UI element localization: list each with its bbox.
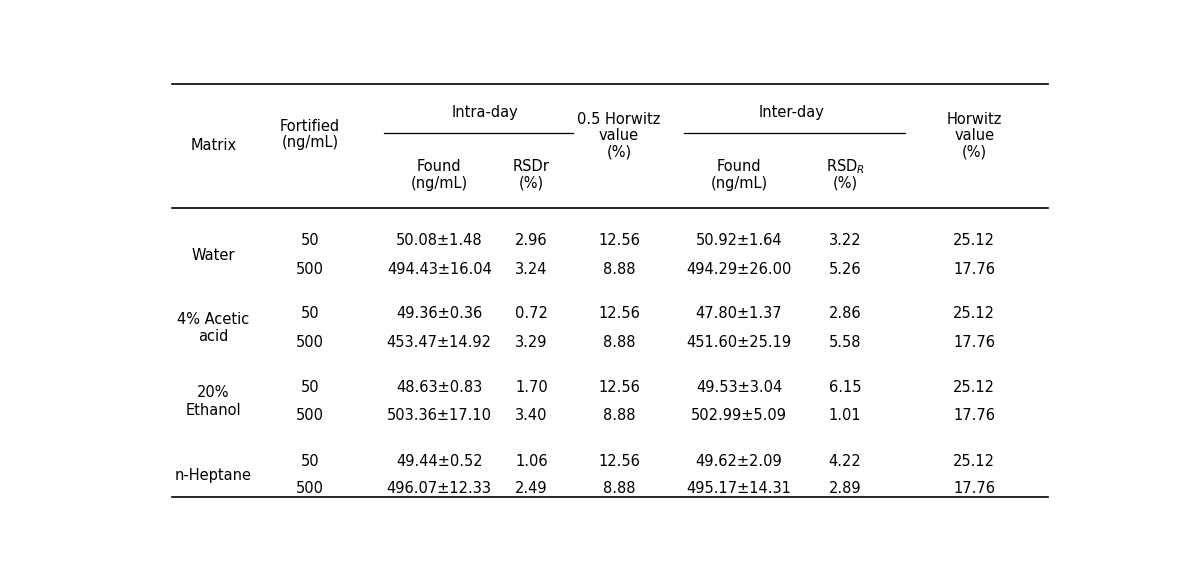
Text: (%): (%) bbox=[833, 175, 858, 191]
Text: 3.40: 3.40 bbox=[515, 409, 547, 423]
Text: 2.86: 2.86 bbox=[828, 306, 862, 321]
Text: 3.24: 3.24 bbox=[515, 262, 547, 277]
Text: 50: 50 bbox=[301, 380, 319, 395]
Text: value: value bbox=[599, 128, 639, 143]
Text: 17.76: 17.76 bbox=[953, 335, 995, 350]
Text: 8.88: 8.88 bbox=[603, 409, 635, 423]
Text: 2.89: 2.89 bbox=[828, 481, 862, 496]
Text: (%): (%) bbox=[519, 175, 544, 191]
Text: 20%
Ethanol: 20% Ethanol bbox=[186, 386, 242, 418]
Text: 3.29: 3.29 bbox=[515, 335, 547, 350]
Text: 0.72: 0.72 bbox=[515, 306, 547, 321]
Text: 25.12: 25.12 bbox=[953, 380, 995, 395]
Text: Matrix: Matrix bbox=[190, 139, 237, 154]
Text: 1.70: 1.70 bbox=[515, 380, 547, 395]
Text: 1.06: 1.06 bbox=[515, 454, 547, 469]
Text: 5.26: 5.26 bbox=[828, 262, 862, 277]
Text: Horwitz: Horwitz bbox=[946, 112, 1002, 127]
Text: 6.15: 6.15 bbox=[828, 380, 862, 395]
Text: 25.12: 25.12 bbox=[953, 454, 995, 469]
Text: 2.96: 2.96 bbox=[515, 233, 547, 248]
Text: 50: 50 bbox=[301, 306, 319, 321]
Text: RSD$_R$: RSD$_R$ bbox=[826, 158, 865, 176]
Text: Water: Water bbox=[192, 248, 236, 262]
Text: Found: Found bbox=[716, 159, 762, 174]
Text: 5.58: 5.58 bbox=[828, 335, 862, 350]
Text: value: value bbox=[954, 128, 994, 143]
Text: 17.76: 17.76 bbox=[953, 481, 995, 496]
Text: (%): (%) bbox=[607, 144, 632, 160]
Text: 50.92±1.64: 50.92±1.64 bbox=[696, 233, 782, 248]
Text: 49.53±3.04: 49.53±3.04 bbox=[696, 380, 782, 395]
Text: (ng/mL): (ng/mL) bbox=[282, 135, 339, 150]
Text: 453.47±14.92: 453.47±14.92 bbox=[387, 335, 491, 350]
Text: 50: 50 bbox=[301, 454, 319, 469]
Text: 4.22: 4.22 bbox=[828, 454, 862, 469]
Text: 1.01: 1.01 bbox=[828, 409, 862, 423]
Text: Intra-day: Intra-day bbox=[452, 105, 519, 120]
Text: 47.80±1.37: 47.80±1.37 bbox=[696, 306, 782, 321]
Text: (ng/mL): (ng/mL) bbox=[710, 175, 768, 191]
Text: 500: 500 bbox=[296, 335, 324, 350]
Text: 12.56: 12.56 bbox=[599, 306, 640, 321]
Text: 25.12: 25.12 bbox=[953, 233, 995, 248]
Text: 49.44±0.52: 49.44±0.52 bbox=[396, 454, 483, 469]
Text: 494.43±16.04: 494.43±16.04 bbox=[387, 262, 491, 277]
Text: Found: Found bbox=[416, 159, 462, 174]
Text: 500: 500 bbox=[296, 262, 324, 277]
Text: 50: 50 bbox=[301, 233, 319, 248]
Text: 496.07±12.33: 496.07±12.33 bbox=[387, 481, 491, 496]
Text: 494.29±26.00: 494.29±26.00 bbox=[687, 262, 791, 277]
Text: 8.88: 8.88 bbox=[603, 481, 635, 496]
Text: Fortified: Fortified bbox=[280, 119, 340, 134]
Text: 50.08±1.48: 50.08±1.48 bbox=[396, 233, 483, 248]
Text: 4% Acetic
acid: 4% Acetic acid bbox=[177, 312, 250, 344]
Text: 17.76: 17.76 bbox=[953, 409, 995, 423]
Text: n-Heptane: n-Heptane bbox=[175, 468, 252, 482]
Text: 48.63±0.83: 48.63±0.83 bbox=[396, 380, 482, 395]
Text: (ng/mL): (ng/mL) bbox=[411, 175, 468, 191]
Text: (%): (%) bbox=[962, 144, 987, 160]
Text: 8.88: 8.88 bbox=[603, 262, 635, 277]
Text: 0.5 Horwitz: 0.5 Horwitz bbox=[577, 112, 660, 127]
Text: 502.99±5.09: 502.99±5.09 bbox=[691, 409, 787, 423]
Text: 12.56: 12.56 bbox=[599, 454, 640, 469]
Text: 17.76: 17.76 bbox=[953, 262, 995, 277]
Text: 451.60±25.19: 451.60±25.19 bbox=[687, 335, 791, 350]
Text: 495.17±14.31: 495.17±14.31 bbox=[687, 481, 791, 496]
Text: 500: 500 bbox=[296, 409, 324, 423]
Text: Inter-day: Inter-day bbox=[759, 105, 825, 120]
Text: 500: 500 bbox=[296, 481, 324, 496]
Text: 12.56: 12.56 bbox=[599, 380, 640, 395]
Text: 49.36±0.36: 49.36±0.36 bbox=[396, 306, 482, 321]
Text: 25.12: 25.12 bbox=[953, 306, 995, 321]
Text: 3.22: 3.22 bbox=[828, 233, 862, 248]
Text: 503.36±17.10: 503.36±17.10 bbox=[387, 409, 491, 423]
Text: RSDr: RSDr bbox=[513, 159, 550, 174]
Text: 49.62±2.09: 49.62±2.09 bbox=[696, 454, 782, 469]
Text: 12.56: 12.56 bbox=[599, 233, 640, 248]
Text: 2.49: 2.49 bbox=[515, 481, 547, 496]
Text: 8.88: 8.88 bbox=[603, 335, 635, 350]
